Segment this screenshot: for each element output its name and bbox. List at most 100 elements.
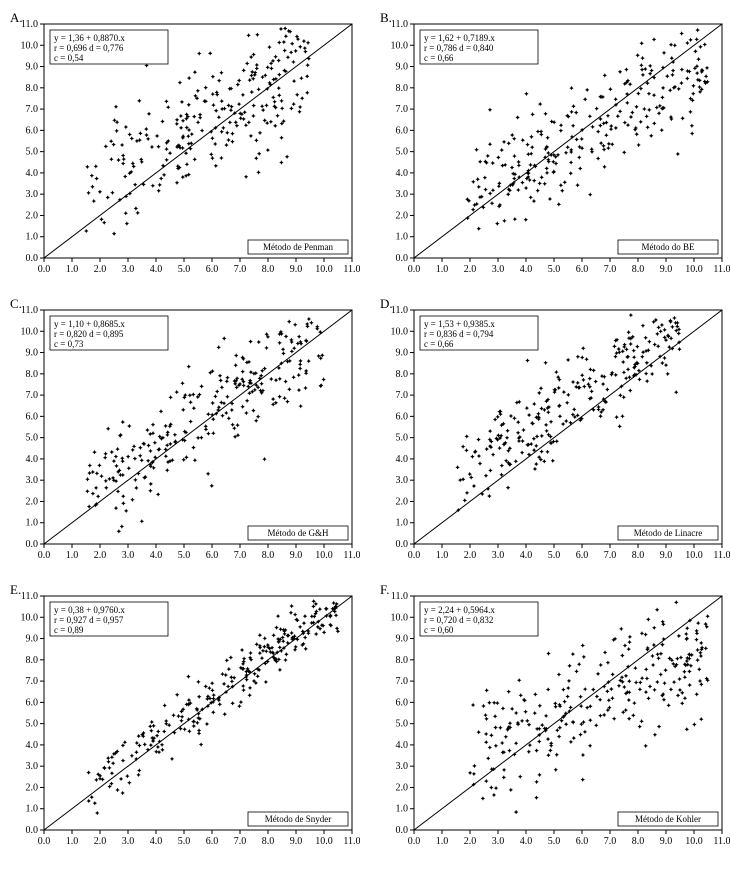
svg-text:y = 2,24 + 0,5964.x: y = 2,24 + 0,5964.x	[424, 605, 495, 615]
svg-text:3.0: 3.0	[122, 264, 135, 275]
panel-label-D: D.	[380, 296, 393, 312]
svg-text:2.0: 2.0	[26, 496, 39, 507]
svg-text:3.0: 3.0	[396, 189, 409, 200]
svg-text:10.0: 10.0	[391, 40, 409, 51]
panel-F: F. 0.01.02.03.04.05.06.07.08.09.010.011.…	[380, 582, 730, 862]
svg-text:0.0: 0.0	[26, 539, 39, 550]
svg-text:1.0: 1.0	[436, 550, 449, 561]
svg-text:7.0: 7.0	[26, 676, 39, 687]
svg-text:10.0: 10.0	[391, 612, 409, 623]
svg-text:5.0: 5.0	[548, 264, 561, 275]
svg-text:11.0: 11.0	[391, 19, 408, 30]
svg-text:3.0: 3.0	[492, 264, 505, 275]
svg-text:11.0: 11.0	[343, 264, 360, 275]
svg-text:11.0: 11.0	[21, 305, 38, 316]
svg-text:0.0: 0.0	[396, 253, 409, 264]
svg-text:7.0: 7.0	[234, 264, 247, 275]
svg-text:4.0: 4.0	[396, 454, 409, 465]
svg-text:0.0: 0.0	[38, 550, 51, 561]
svg-text:9.0: 9.0	[290, 836, 303, 847]
svg-text:5.0: 5.0	[26, 433, 39, 444]
svg-text:10.0: 10.0	[21, 40, 39, 51]
svg-text:Método de Penman: Método de Penman	[263, 242, 333, 252]
svg-text:7.0: 7.0	[396, 676, 409, 687]
svg-text:3.0: 3.0	[492, 550, 505, 561]
panel-B: B. 0.01.02.03.04.05.06.07.08.09.010.011.…	[380, 10, 730, 290]
svg-text:0.0: 0.0	[408, 836, 421, 847]
svg-text:9.0: 9.0	[26, 634, 39, 645]
svg-text:r = 0,927 d = 0,957: r = 0,927 d = 0,957	[54, 615, 124, 625]
svg-text:6.0: 6.0	[206, 264, 219, 275]
svg-text:2.0: 2.0	[26, 782, 39, 793]
svg-text:y = 1,36 + 0,8870.x: y = 1,36 + 0,8870.x	[54, 33, 125, 43]
svg-text:11.0: 11.0	[343, 836, 360, 847]
svg-text:6.0: 6.0	[26, 125, 39, 136]
svg-text:2.0: 2.0	[464, 550, 477, 561]
svg-text:10.0: 10.0	[315, 836, 333, 847]
svg-text:2.0: 2.0	[396, 496, 409, 507]
svg-text:1.0: 1.0	[396, 232, 409, 243]
svg-text:5.0: 5.0	[26, 719, 39, 730]
svg-text:2.0: 2.0	[94, 264, 107, 275]
svg-text:6.0: 6.0	[396, 697, 409, 708]
panel-A: A. 0.01.02.03.04.05.06.07.08.09.010.011.…	[10, 10, 370, 290]
svg-text:9.0: 9.0	[660, 836, 673, 847]
svg-text:6.0: 6.0	[396, 411, 409, 422]
svg-text:c = 0,66: c = 0,66	[424, 339, 454, 349]
svg-text:Método de G&H: Método de G&H	[268, 528, 329, 538]
svg-text:r = 0,696 d = 0,776: r = 0,696 d = 0,776	[54, 43, 124, 53]
svg-text:Método de Snyder: Método de Snyder	[265, 814, 332, 824]
svg-text:1.0: 1.0	[26, 518, 39, 529]
svg-text:0.0: 0.0	[408, 264, 421, 275]
svg-text:8.0: 8.0	[262, 836, 275, 847]
svg-text:6.0: 6.0	[576, 550, 589, 561]
svg-text:3.0: 3.0	[26, 475, 39, 486]
svg-text:c = 0,89: c = 0,89	[54, 625, 84, 635]
svg-text:9.0: 9.0	[290, 550, 303, 561]
svg-text:11.0: 11.0	[21, 19, 38, 30]
panel-label-F: F.	[380, 582, 389, 598]
svg-text:6.0: 6.0	[206, 550, 219, 561]
svg-text:5.0: 5.0	[178, 550, 191, 561]
svg-text:0.0: 0.0	[396, 825, 409, 836]
svg-text:7.0: 7.0	[234, 836, 247, 847]
svg-text:y = 1,53 + 0,9385.x: y = 1,53 + 0,9385.x	[424, 319, 495, 329]
svg-text:r = 0,786 d = 0,840: r = 0,786 d = 0,840	[424, 43, 494, 53]
svg-text:4.0: 4.0	[150, 836, 163, 847]
panel-D: D. 0.01.02.03.04.05.06.07.08.09.010.011.…	[380, 296, 730, 576]
svg-text:c = 0,54: c = 0,54	[54, 53, 84, 63]
panel-E: E. 0.01.02.03.04.05.06.07.08.09.010.011.…	[10, 582, 370, 862]
svg-text:8.0: 8.0	[26, 369, 39, 380]
svg-text:2.0: 2.0	[94, 550, 107, 561]
svg-text:3.0: 3.0	[26, 761, 39, 772]
svg-text:c = 0,73: c = 0,73	[54, 339, 84, 349]
svg-text:8.0: 8.0	[396, 83, 409, 94]
svg-text:9.0: 9.0	[660, 264, 673, 275]
svg-text:10.0: 10.0	[685, 264, 703, 275]
svg-text:1.0: 1.0	[26, 804, 39, 815]
svg-text:8.0: 8.0	[632, 550, 645, 561]
svg-text:9.0: 9.0	[396, 62, 409, 73]
svg-text:8.0: 8.0	[396, 369, 409, 380]
svg-text:8.0: 8.0	[632, 836, 645, 847]
svg-text:5.0: 5.0	[178, 264, 191, 275]
svg-text:5.0: 5.0	[396, 147, 409, 158]
svg-text:5.0: 5.0	[548, 550, 561, 561]
svg-text:9.0: 9.0	[660, 550, 673, 561]
svg-text:10.0: 10.0	[685, 550, 703, 561]
svg-text:1.0: 1.0	[66, 836, 79, 847]
svg-text:0.0: 0.0	[396, 539, 409, 550]
panel-label-A: A.	[10, 10, 23, 26]
svg-text:9.0: 9.0	[396, 634, 409, 645]
svg-text:9.0: 9.0	[26, 62, 39, 73]
svg-text:0.0: 0.0	[408, 550, 421, 561]
svg-text:1.0: 1.0	[396, 518, 409, 529]
svg-text:3.0: 3.0	[396, 761, 409, 772]
svg-text:3.0: 3.0	[492, 836, 505, 847]
svg-text:2.0: 2.0	[26, 210, 39, 221]
svg-text:8.0: 8.0	[632, 264, 645, 275]
svg-text:1.0: 1.0	[436, 836, 449, 847]
svg-text:7.0: 7.0	[396, 390, 409, 401]
svg-text:3.0: 3.0	[122, 836, 135, 847]
chart-B: 0.01.02.03.04.05.06.07.08.09.010.011.00.…	[380, 10, 730, 280]
